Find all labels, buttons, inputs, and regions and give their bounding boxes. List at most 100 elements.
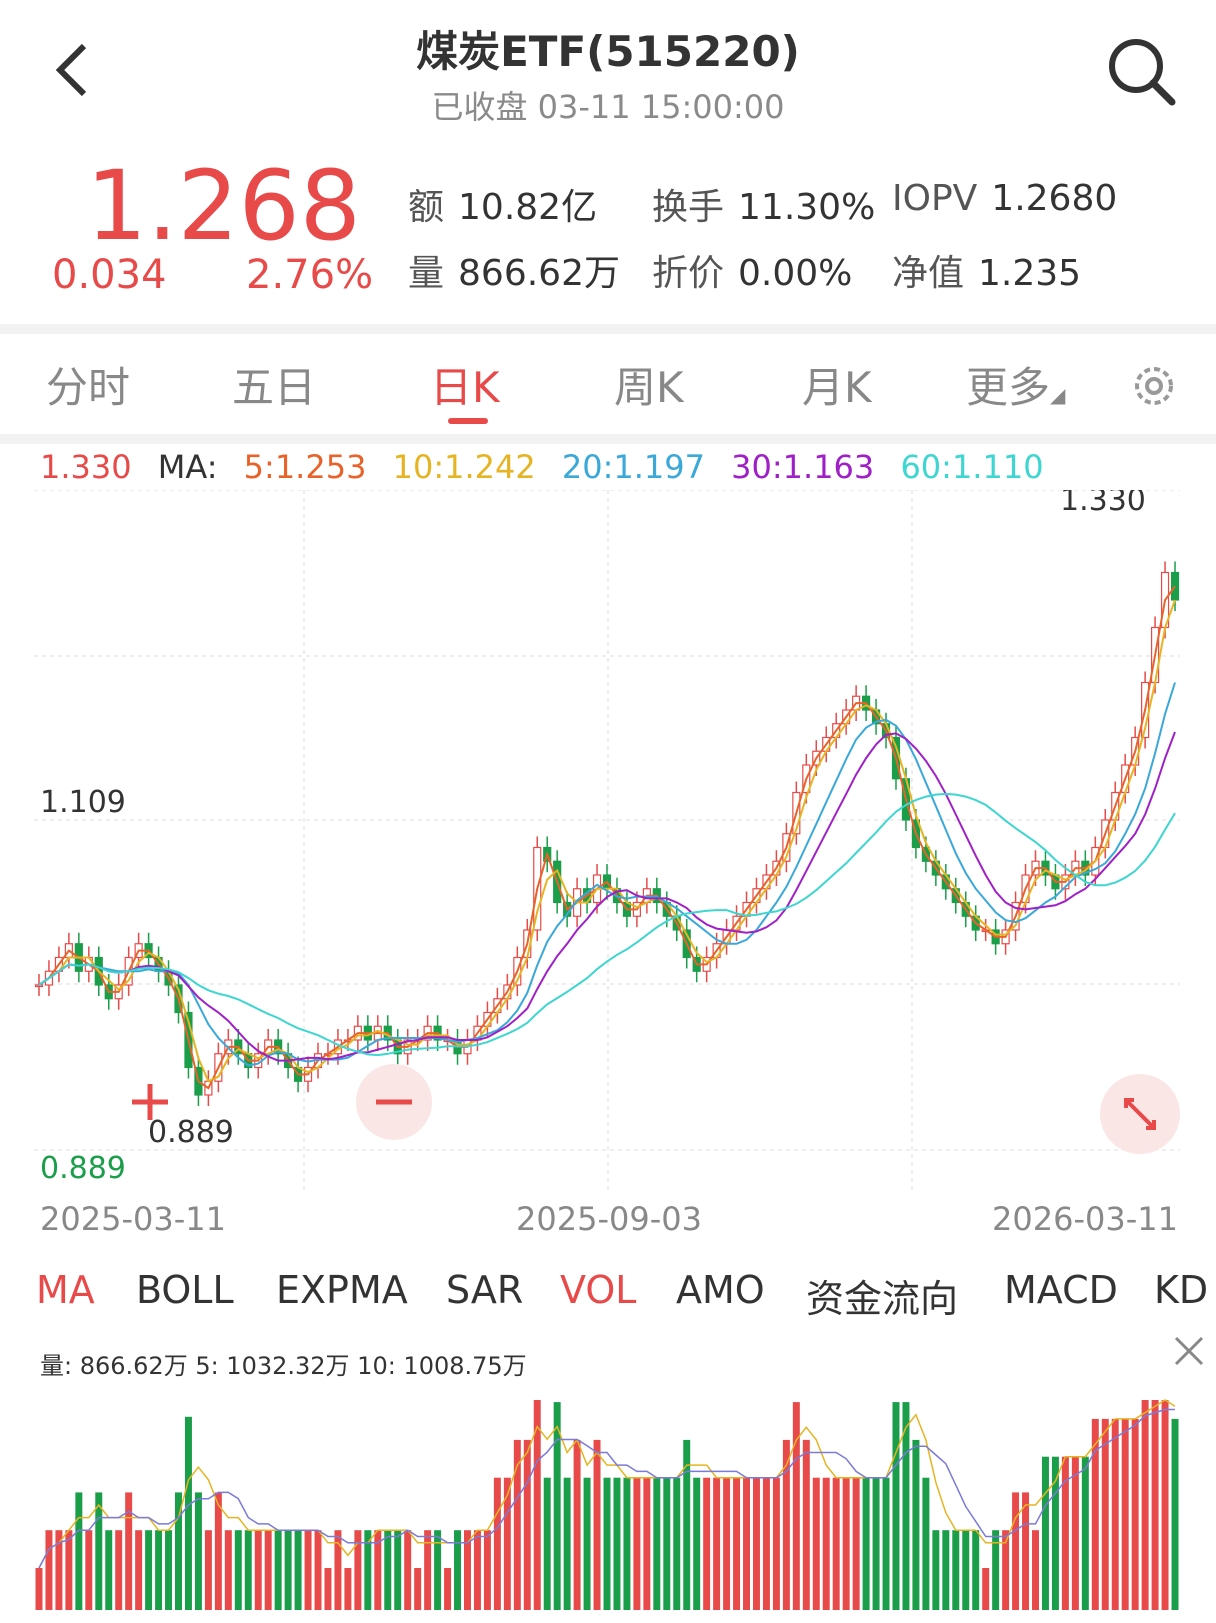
volume-bar — [35, 1568, 43, 1610]
volume-bar — [653, 1477, 661, 1610]
divider — [0, 434, 1216, 444]
volume-bar — [444, 1568, 452, 1610]
tab-weekly-k[interactable]: 周K — [614, 363, 684, 412]
volume-bar — [125, 1492, 133, 1610]
volume-bar — [862, 1477, 870, 1610]
tab-boll[interactable]: BOLL — [136, 1268, 234, 1312]
ma-line-5 — [38, 585, 1176, 1090]
volume-bar — [623, 1477, 631, 1610]
fullscreen-icon[interactable] — [1100, 1074, 1180, 1154]
volume-bar — [852, 1477, 860, 1610]
volume-bar — [194, 1492, 202, 1610]
low-marker-label: 0.889 — [148, 1115, 234, 1150]
tab-five-day[interactable]: 五日 — [232, 363, 317, 412]
back-icon[interactable] — [48, 40, 98, 100]
volume-bar — [792, 1402, 800, 1610]
volume-bar — [1101, 1418, 1109, 1610]
candle — [1170, 571, 1180, 601]
volume-chart — [35, 1399, 1179, 1610]
tab-daily-k[interactable]: 日K — [430, 363, 500, 412]
volume-bar — [972, 1530, 980, 1610]
ma20-value: 20:1.197 — [561, 448, 705, 486]
volume-bar — [1111, 1418, 1119, 1610]
volume-bar — [274, 1530, 282, 1610]
volume-bar — [762, 1477, 770, 1610]
volume-bar — [982, 1568, 990, 1610]
volume-bar — [314, 1530, 322, 1610]
search-icon[interactable] — [1106, 36, 1176, 106]
close-icon[interactable] — [1172, 1334, 1206, 1368]
volume-bar — [693, 1477, 701, 1610]
tab-kd[interactable]: KD — [1154, 1268, 1209, 1312]
volume-bar — [573, 1439, 581, 1610]
tab-more[interactable]: 更多◢ — [966, 363, 1066, 412]
candlestick-chart[interactable]: 1.109 1.330 0.889 0.889 — [0, 490, 1216, 1190]
volume-bar — [663, 1477, 671, 1610]
volume-bar — [394, 1530, 402, 1610]
volume-bar — [165, 1530, 173, 1610]
stat-turnover: 换手 11.30% — [652, 187, 876, 228]
stat-discount: 折价 0.00% — [652, 253, 853, 294]
volume-bar — [962, 1530, 970, 1610]
volume-bar — [204, 1530, 212, 1610]
price-change: 0.034 — [52, 252, 167, 298]
tab-macd[interactable]: MACD — [1004, 1268, 1118, 1312]
volume-ma-line — [38, 1399, 1176, 1569]
tab-monthly-k[interactable]: 月K — [802, 363, 872, 412]
zoom-in-button[interactable] — [112, 1064, 188, 1140]
stat-nav: 净值 1.235 — [892, 253, 1082, 294]
volume-bar — [1091, 1418, 1099, 1610]
volume-bar — [703, 1477, 711, 1610]
tab-fund-flow[interactable]: 资金流向 — [806, 1277, 959, 1321]
volume-bar — [822, 1477, 830, 1610]
volume-bar — [992, 1530, 1000, 1610]
volume-bar — [95, 1492, 103, 1610]
y-axis-label: 1.109 — [40, 785, 126, 820]
volume-bar — [344, 1568, 352, 1610]
volume-bar — [414, 1568, 422, 1610]
volume-bar — [563, 1477, 571, 1610]
volume-bar — [533, 1400, 541, 1610]
tab-expma[interactable]: EXPMA — [276, 1268, 408, 1312]
divider — [0, 324, 1216, 334]
ma-line-60 — [38, 792, 1176, 1057]
volume-bar — [324, 1568, 332, 1610]
volume-bar — [294, 1530, 302, 1610]
tab-intraday[interactable]: 分时 — [46, 363, 131, 412]
tab-amo[interactable]: AMO — [676, 1268, 765, 1312]
volume-bar — [752, 1477, 760, 1610]
volume-bar — [1171, 1418, 1179, 1610]
volume-bar — [184, 1416, 192, 1610]
ma-top-price: 1.330 — [40, 448, 132, 486]
volume-legend: 量: 866.62万 5: 1032.32万 10: 1008.75万 — [40, 1352, 527, 1380]
volume-bar — [493, 1477, 501, 1610]
ma-legend: 1.330 MA: 5:1.253 10:1.242 20:1.197 30:1… — [40, 448, 1060, 486]
tab-vol[interactable]: VOL — [560, 1268, 637, 1312]
volume-bar — [1121, 1418, 1129, 1610]
last-price: 1.268 — [86, 150, 361, 262]
volume-bar — [1051, 1456, 1059, 1610]
volume-bar — [1041, 1456, 1049, 1610]
low-price-label: 0.889 — [40, 1151, 126, 1186]
volume-bar — [135, 1530, 143, 1610]
ma10-value: 10:1.242 — [392, 448, 536, 486]
gear-icon[interactable] — [1130, 362, 1178, 410]
volume-ma-line — [38, 1408, 1175, 1569]
ma30-value: 30:1.163 — [731, 448, 875, 486]
volume-bar — [374, 1530, 382, 1610]
volume-bar — [55, 1530, 63, 1610]
volume-bar — [214, 1492, 222, 1610]
volume-bar — [603, 1477, 611, 1610]
x-axis-label: 2025-03-11 — [40, 1200, 226, 1238]
volume-bar — [832, 1477, 840, 1610]
volume-bar — [65, 1530, 73, 1610]
volume-bar — [1061, 1456, 1069, 1610]
volume-bar — [155, 1530, 163, 1610]
x-axis-label: 2025-09-03 — [516, 1200, 702, 1238]
volume-bar — [523, 1439, 531, 1610]
tab-sar[interactable]: SAR — [446, 1268, 524, 1312]
tab-ma[interactable]: MA — [36, 1268, 95, 1312]
volume-bar — [892, 1402, 900, 1610]
zoom-out-button[interactable] — [356, 1064, 432, 1140]
volume-bar — [45, 1530, 53, 1610]
